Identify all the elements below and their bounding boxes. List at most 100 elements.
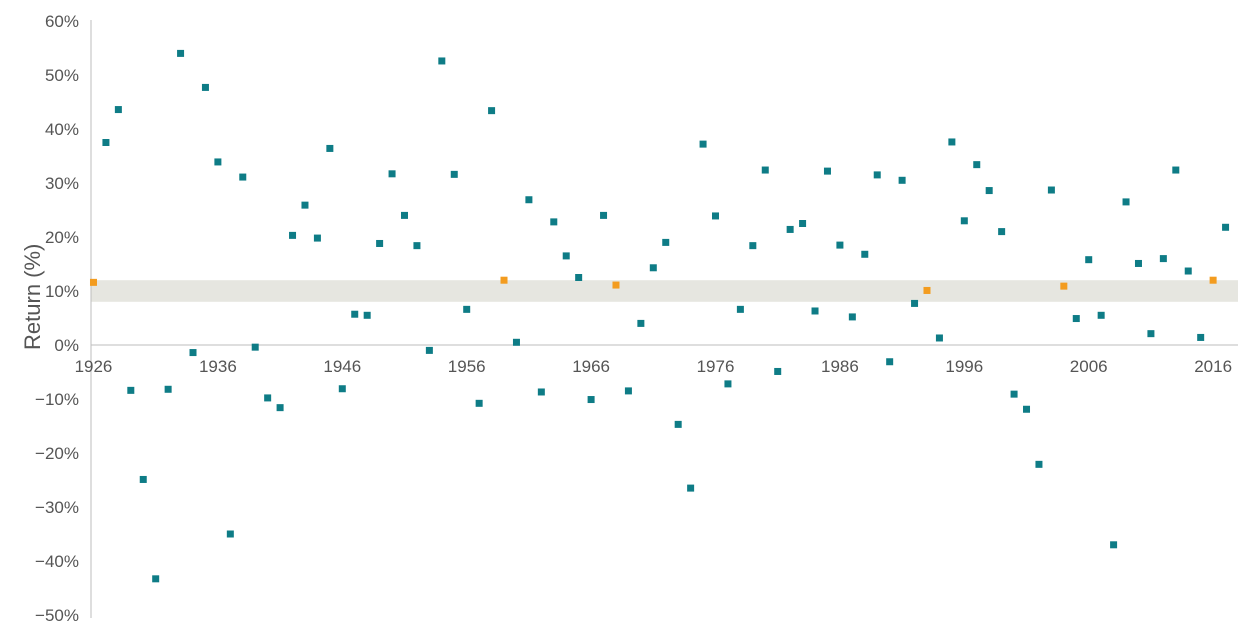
data-point — [1147, 330, 1155, 338]
data-point — [736, 305, 744, 313]
data-point — [823, 167, 831, 175]
data-point — [600, 211, 608, 219]
data-point — [114, 106, 122, 114]
data-point — [724, 380, 732, 388]
data-point-highlight — [1060, 282, 1068, 290]
y-tick-label: 40% — [45, 120, 79, 139]
data-point — [712, 212, 720, 220]
y-tick-label: −20% — [35, 444, 79, 463]
y-tick-label: −40% — [35, 552, 79, 571]
data-point — [973, 161, 981, 169]
average-band-rect — [91, 280, 1238, 302]
data-point — [811, 307, 819, 315]
data-point-highlight — [500, 276, 508, 284]
x-tick-label: 1946 — [323, 357, 361, 376]
data-point — [189, 349, 197, 357]
data-point — [351, 310, 359, 318]
y-tick-label: 30% — [45, 174, 79, 193]
data-point — [799, 220, 807, 227]
data-point — [400, 211, 408, 219]
data-point — [264, 394, 272, 402]
data-point — [674, 420, 682, 428]
data-point — [898, 176, 906, 184]
data-point — [911, 299, 919, 307]
x-tick-label: 1926 — [75, 357, 113, 376]
data-point — [388, 170, 396, 178]
data-point — [873, 171, 881, 179]
data-point — [1122, 198, 1130, 206]
data-point — [1172, 166, 1180, 174]
data-point — [774, 367, 782, 375]
y-tick-label: −10% — [35, 390, 79, 409]
data-point — [886, 358, 894, 366]
data-point — [848, 313, 856, 321]
data-point — [139, 475, 147, 483]
data-point — [251, 343, 259, 351]
x-tick-label: 1966 — [572, 357, 610, 376]
data-point — [127, 386, 135, 394]
y-tick-label: 20% — [45, 228, 79, 247]
x-tick-label: 1986 — [821, 357, 859, 376]
data-point — [1222, 223, 1230, 231]
data-point — [1184, 267, 1192, 275]
data-point — [164, 385, 172, 393]
data-point — [201, 83, 209, 91]
data-point — [326, 144, 334, 152]
data-point — [463, 305, 471, 313]
data-point — [450, 170, 458, 178]
data-point — [289, 231, 297, 239]
data-point — [960, 217, 968, 225]
data-point — [276, 404, 284, 412]
data-point — [1023, 405, 1031, 413]
data-point — [749, 242, 757, 250]
data-point — [1010, 390, 1018, 398]
data-point — [301, 201, 309, 209]
data-point — [649, 264, 657, 272]
data-point — [438, 57, 446, 65]
data-point — [525, 196, 533, 204]
data-point — [699, 140, 707, 148]
y-tick-label: −50% — [35, 606, 79, 623]
data-point — [637, 319, 645, 327]
data-point-highlight — [612, 281, 620, 289]
data-point — [363, 311, 371, 319]
y-tick-label: 0% — [54, 336, 79, 355]
data-point — [998, 228, 1006, 236]
data-point — [239, 173, 247, 181]
data-point — [1047, 186, 1055, 194]
data-point — [1085, 256, 1093, 264]
data-point — [537, 388, 545, 396]
data-point — [1197, 333, 1205, 341]
data-point — [488, 107, 496, 115]
data-point — [152, 575, 160, 583]
data-point — [1035, 460, 1043, 468]
x-tick-label: 2016 — [1194, 357, 1232, 376]
data-point — [1072, 315, 1080, 323]
y-tick-label: 60% — [45, 12, 79, 31]
data-point — [1134, 259, 1142, 267]
data-point — [861, 250, 869, 258]
data-point — [562, 252, 570, 260]
data-point — [935, 334, 943, 342]
y-axis-title: Return (%) — [20, 244, 45, 350]
data-points — [89, 49, 1230, 583]
data-point — [985, 187, 993, 195]
data-point — [1110, 541, 1118, 549]
data-point — [624, 387, 632, 395]
data-point-highlight — [923, 286, 931, 294]
data-point — [575, 274, 583, 281]
data-point — [376, 239, 384, 247]
y-tick-label: −30% — [35, 498, 79, 517]
x-tick-label: 1976 — [697, 357, 735, 376]
data-point — [1097, 311, 1105, 319]
tick-labels: −50% −40% −30% −20% −10% 0% 10% 20% 30% 40% 50% 60%… — [35, 12, 1232, 623]
data-point — [948, 138, 956, 146]
x-tick-label: 1956 — [448, 357, 486, 376]
data-point — [550, 218, 558, 226]
data-point — [102, 139, 110, 146]
data-point — [1159, 255, 1167, 263]
x-tick-label: 2006 — [1070, 357, 1108, 376]
data-point — [786, 225, 794, 233]
data-point — [338, 385, 346, 393]
